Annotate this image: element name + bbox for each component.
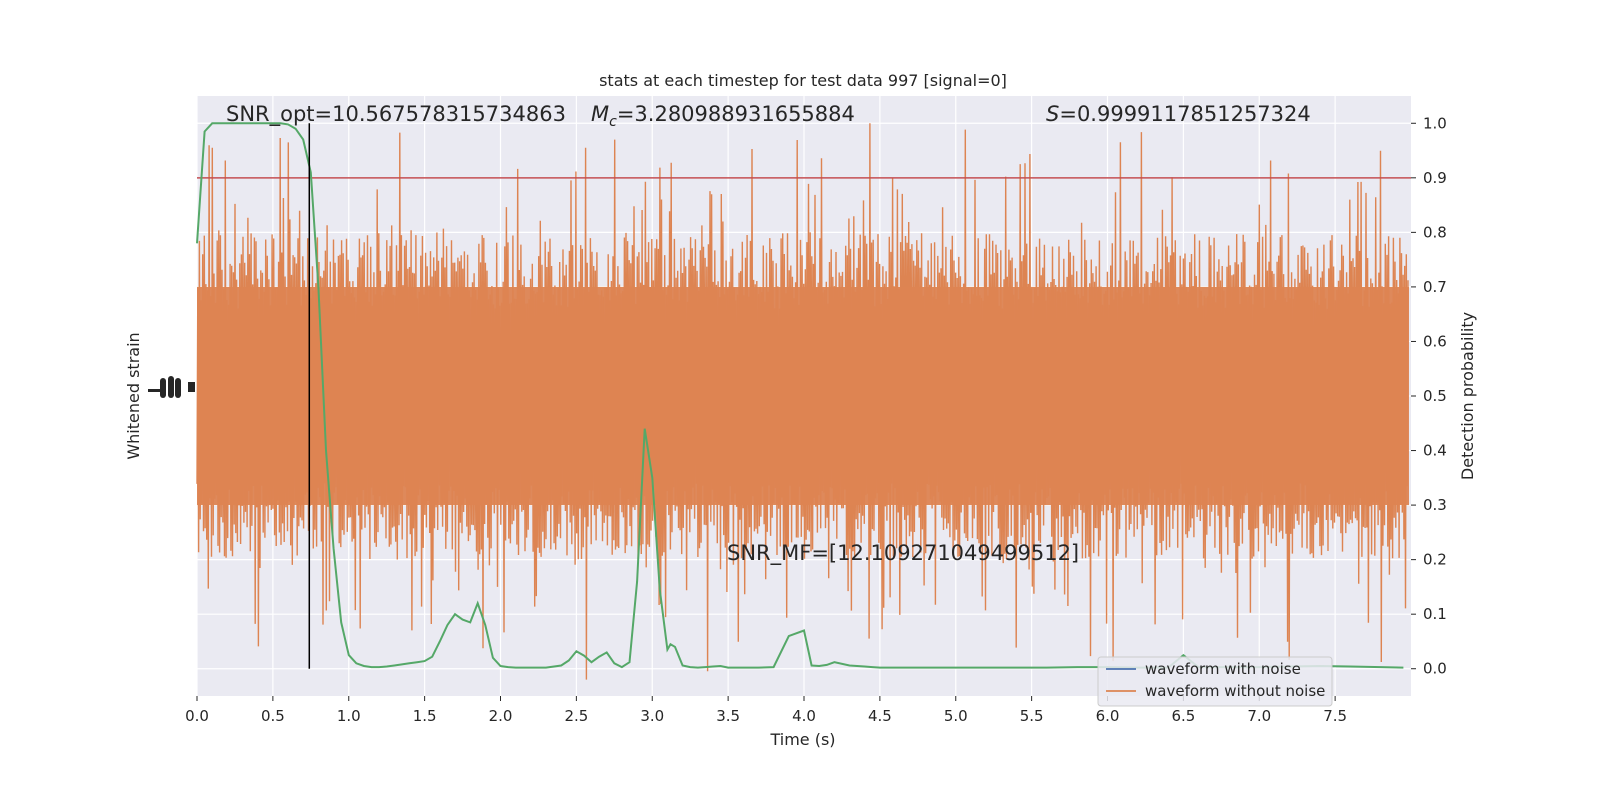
x-tick-label: 0.5: [261, 707, 285, 725]
x-tick-label: 6.5: [1171, 707, 1195, 725]
x-tick-label: 4.0: [792, 707, 816, 725]
x-axis-ticks: 0.0 0.5 1.0 1.5 2.0 2.5 3.0 3.5 4.0 4.5 5.0 5.5 6.0 6…: [185, 696, 1347, 725]
x-tick-label: 2.0: [489, 707, 513, 725]
y-tick-label: 0.9: [1423, 169, 1447, 187]
x-tick-label: 2.5: [564, 707, 588, 725]
y-tick-label: 0.3: [1423, 496, 1447, 514]
y-tick-label: 0.4: [1423, 442, 1447, 460]
chirp-mass-annotation: Mc=3.280988931655884: [591, 102, 855, 130]
y-axis-left-label: Whitened strain: [124, 332, 143, 459]
x-tick-label: 7.5: [1323, 707, 1347, 725]
snr-mf-annotation: SNR_MF=[12.109271049499512]: [727, 541, 1079, 566]
legend-label-without-noise: waveform without noise: [1145, 682, 1325, 700]
x-tick-label: 1.0: [337, 707, 361, 725]
y-axis-right-label: Detection probability: [1458, 312, 1477, 480]
left-axis-tick-labels: [148, 376, 195, 398]
x-tick-label: 6.0: [1096, 707, 1120, 725]
y-tick-label: 0.5: [1423, 387, 1447, 405]
y-tick-label: 0.6: [1423, 332, 1447, 350]
y-tick-label: 0.0: [1423, 660, 1447, 678]
x-tick-label: 5.0: [944, 707, 968, 725]
s-annotation: S=0.9999117851257324: [1046, 102, 1311, 126]
x-tick-label: 3.5: [716, 707, 740, 725]
y-tick-label: 0.2: [1423, 551, 1447, 569]
chart-title: stats at each timestep for test data 997…: [599, 71, 1007, 90]
y-tick-label: 1.0: [1423, 114, 1447, 132]
waveform-without-noise-series: [196, 123, 1409, 680]
detection-probability-line: [196, 122, 1404, 669]
y-tick-label: 0.7: [1423, 278, 1447, 296]
y-tick-label: 0.8: [1423, 223, 1447, 241]
legend: waveform with noise waveform without noi…: [1097, 656, 1333, 707]
legend-label-with-noise: waveform with noise: [1145, 660, 1301, 678]
x-tick-label: 7.0: [1247, 707, 1271, 725]
x-tick-label: 3.0: [640, 707, 664, 725]
x-tick-label: 4.5: [868, 707, 892, 725]
waveform-core-band: [197, 286, 1409, 506]
y-axis-right-ticks: 0.0 0.1 0.2 0.3 0.4 0.5 0.6 0.7 0.8 0.9 1.0: [1411, 114, 1447, 678]
x-tick-label: 5.5: [1020, 707, 1044, 725]
x-tick-label: 0.0: [185, 707, 209, 725]
snr-opt-annotation: SNR_opt=10.567578315734863: [226, 102, 566, 127]
x-tick-label: 1.5: [413, 707, 437, 725]
x-axis-label: Time (s): [769, 730, 835, 749]
y-tick-label: 0.1: [1423, 605, 1447, 623]
